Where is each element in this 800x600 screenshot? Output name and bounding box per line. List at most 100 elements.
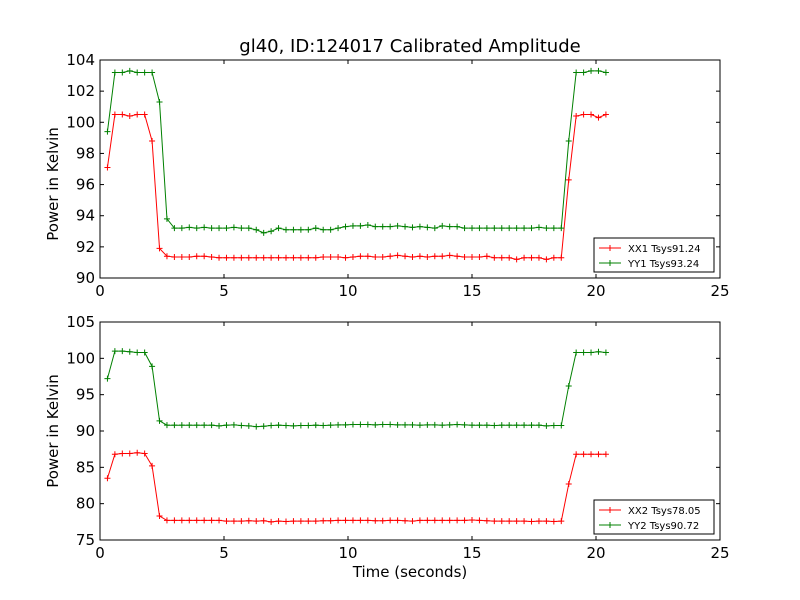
top-series-2-point xyxy=(297,226,304,233)
top-legend-label: XX1 Tsys91.24 xyxy=(628,244,701,255)
bottom-series-2-point xyxy=(580,349,587,356)
bottom-series-1-point xyxy=(535,518,542,525)
top-series-1-point xyxy=(379,253,386,260)
top-legend-marker xyxy=(607,245,613,251)
bottom-series-2-point xyxy=(364,421,371,428)
bottom-y-tick-label: 100 xyxy=(66,349,95,367)
top-series-2-point xyxy=(283,226,289,233)
top-series-1-point xyxy=(119,111,126,118)
top-series-2-point xyxy=(431,225,438,232)
top-series-2-point xyxy=(580,69,587,76)
bottom-series-1-point xyxy=(111,451,118,458)
bottom-series-1-point xyxy=(461,517,468,524)
top-series-2-point xyxy=(186,224,193,231)
top-series-1-point xyxy=(588,111,595,118)
top-series-1-point xyxy=(372,253,379,260)
bottom-y-tick-label: 90 xyxy=(76,422,95,440)
bottom-series-1-point xyxy=(528,518,535,525)
top-series-1-point xyxy=(134,111,141,118)
top-series-2-point xyxy=(245,225,252,232)
top-series-1-point xyxy=(320,253,327,260)
top-series-1-point xyxy=(454,253,461,260)
bottom-series-2-point xyxy=(208,422,215,429)
top-series-2-point xyxy=(372,223,379,230)
bottom-series-2-point xyxy=(409,421,416,428)
top-series-2-point xyxy=(335,225,342,232)
top-series-1-point xyxy=(305,254,312,261)
bottom-plot-panel: 0 5 10 15 20 25 75 80 85 90 95 100 105 XX2 Tsys78.05 Y… xyxy=(66,313,729,562)
bottom-series-2-point xyxy=(588,349,595,356)
top-series-1-point xyxy=(580,111,587,118)
top-series-2-point xyxy=(387,223,394,230)
bottom-series-2-point xyxy=(260,423,267,430)
bottom-series-2-point xyxy=(521,422,528,429)
top-series-1-point xyxy=(476,253,483,260)
top-series-1-point xyxy=(461,253,468,260)
bottom-series-2-point xyxy=(335,421,342,428)
top-series-1-point xyxy=(230,254,237,261)
top-series-2-point xyxy=(126,67,133,74)
top-series-2-point xyxy=(327,226,334,233)
bottom-series-1-point xyxy=(372,517,379,524)
top-series-1-point xyxy=(469,253,475,260)
top-series-2-point xyxy=(379,223,386,230)
top-series-1-point xyxy=(424,253,431,260)
top-y-tick-label: 90 xyxy=(76,269,95,287)
bottom-series-2-point xyxy=(483,422,490,429)
top-series-2 xyxy=(104,67,609,236)
bottom-series-2-point xyxy=(379,421,386,428)
top-series-2-point xyxy=(402,223,409,230)
top-series-2-point xyxy=(550,225,557,232)
bottom-series-1-point xyxy=(208,517,215,524)
bottom-series-1-point xyxy=(483,517,490,524)
top-series-1-point xyxy=(245,254,252,261)
top-series-2-point xyxy=(208,225,215,232)
top-series-1-point xyxy=(290,254,297,261)
top-series-1-point xyxy=(416,253,423,260)
top-x-tick-label: 5 xyxy=(219,282,229,300)
top-series-2-point xyxy=(156,99,163,106)
top-series-2-point xyxy=(230,224,237,231)
bottom-series-1-point xyxy=(275,518,282,525)
bottom-x-tick-label: 20 xyxy=(586,544,605,562)
top-series-2-point xyxy=(394,222,401,229)
bottom-series-1-point xyxy=(550,518,557,525)
top-plot-panel: 0 5 10 15 20 25 90 92 94 96 98 100 102 104 XX1 Tsys91.… xyxy=(66,51,729,300)
top-series-2-point xyxy=(461,225,468,232)
top-series-1-point xyxy=(483,253,490,260)
bottom-series-2-point xyxy=(163,422,170,429)
bottom-series-2-point xyxy=(201,422,208,429)
top-series-2-point xyxy=(498,225,505,232)
top-legend-entry-1: XX1 Tsys91.24 xyxy=(599,244,701,255)
top-series-2-point xyxy=(602,69,609,76)
bottom-series-1-point xyxy=(163,517,170,524)
top-series-2-point xyxy=(558,225,565,232)
bottom-legend-box xyxy=(593,499,715,535)
bottom-series-2-point xyxy=(186,422,193,429)
bottom-series-2-point xyxy=(595,348,602,355)
top-series-1-point xyxy=(216,254,223,261)
bottom-series-1-point xyxy=(230,518,237,525)
bottom-series-1-point xyxy=(186,517,193,524)
top-y-tick-label: 98 xyxy=(76,144,95,162)
bottom-series-2 xyxy=(104,348,609,430)
bottom-series-2-point xyxy=(349,421,356,428)
bottom-series-2-point xyxy=(111,348,118,355)
top-x-tick-label: 15 xyxy=(462,282,481,300)
bottom-y-tick-label: 95 xyxy=(76,386,95,404)
top-series-1-point xyxy=(268,254,275,261)
top-legend-box xyxy=(593,237,715,273)
bottom-series-1-point xyxy=(156,513,163,520)
top-series-1-point xyxy=(186,253,193,260)
bottom-series-2-point xyxy=(320,422,327,429)
top-series-1-point xyxy=(565,176,572,183)
top-series-2-point xyxy=(454,223,461,230)
top-series-2-point xyxy=(141,69,148,76)
bottom-series-1-point xyxy=(573,451,580,458)
top-series-2-point xyxy=(119,69,126,76)
top-series-2-point xyxy=(588,67,595,74)
bottom-series-2-point xyxy=(126,348,133,355)
top-series-2-point xyxy=(535,224,542,231)
top-series-1-point xyxy=(141,111,148,118)
top-series-2-point xyxy=(573,69,580,76)
